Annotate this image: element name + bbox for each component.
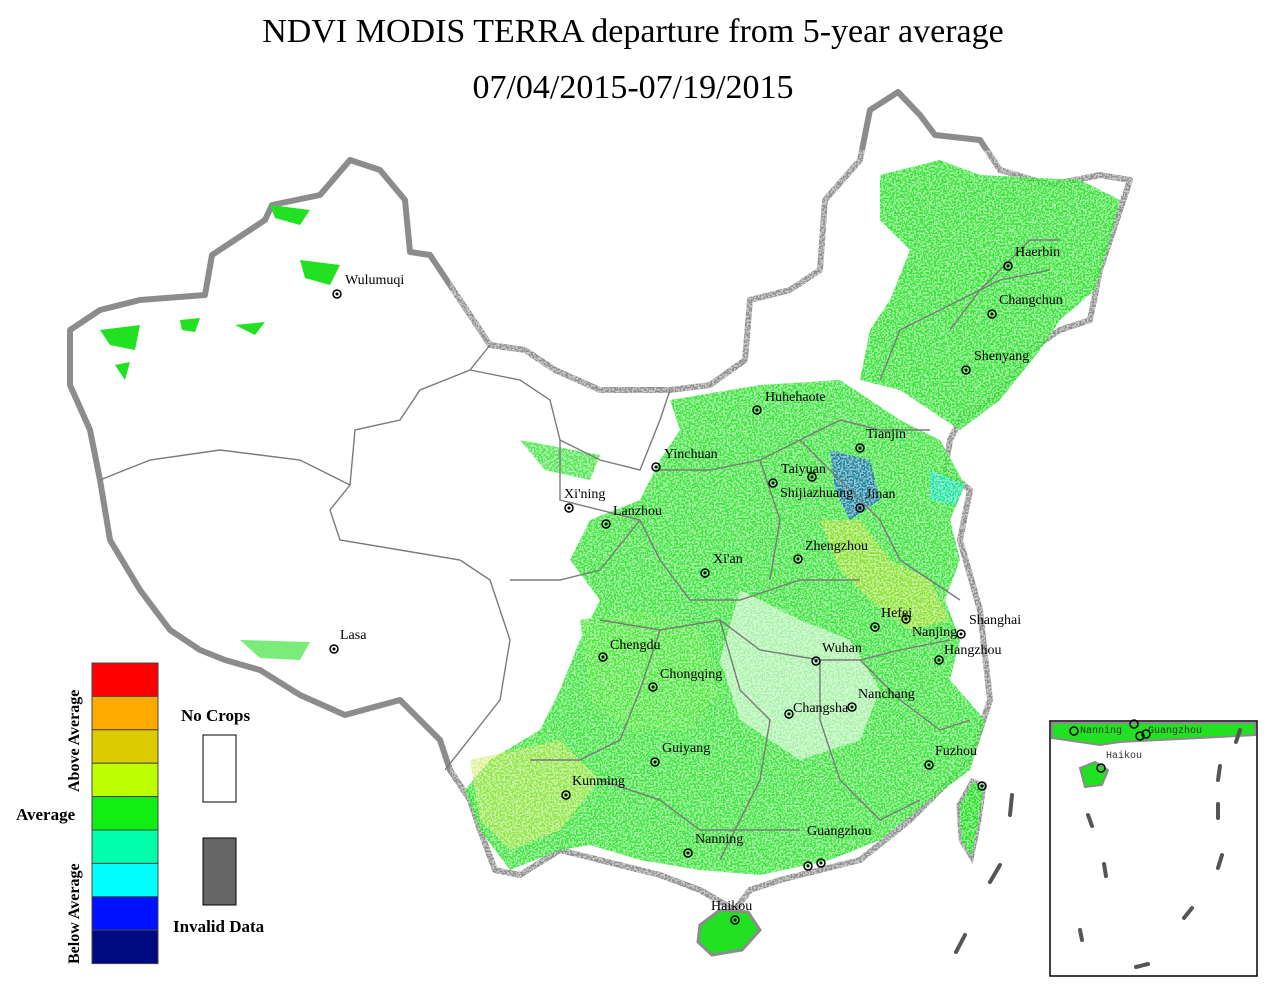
legend-invalid-label: Invalid Data: [173, 917, 265, 936]
map-date-range: 07/04/2015-07/19/2015: [472, 69, 794, 106]
city-guangzhou: Guangzhou: [803, 824, 872, 871]
city-label: Hangzhou: [944, 643, 1002, 658]
city-changsha: Changsha: [784, 701, 849, 719]
city-label: Huhehaote: [765, 390, 826, 405]
legend-swatch-4: [91, 796, 159, 831]
city-label: Nanning: [695, 832, 743, 847]
city-guiyang: Guiyang: [650, 741, 710, 767]
city-chengdu: Chengdu: [598, 638, 661, 662]
city-wulumuqi: Wulumuqi: [332, 273, 404, 299]
city-label: Taiyuan: [781, 462, 826, 477]
province-borders: [99, 239, 1060, 861]
city-label: Lanzhou: [613, 504, 662, 519]
city-huhehaote: Huhehaote: [752, 390, 826, 415]
city-nanjing: Nanjing: [901, 614, 957, 640]
hainan-island: [696, 908, 762, 957]
inset-label-guangzhou: Guangzhou: [1148, 725, 1202, 737]
city-label: Xi'ning: [564, 487, 605, 502]
city-haerbin: Haerbin: [1003, 245, 1060, 271]
city-shijiazhuang: Shijiazhuang: [780, 472, 853, 501]
legend-no-crops-label: No Crops: [181, 706, 250, 725]
legend-swatch-1: [91, 695, 159, 731]
city-label: Kunming: [572, 774, 625, 789]
city-nanchang: Nanchang: [847, 687, 915, 712]
city-wuhan: Wuhan: [811, 641, 862, 666]
city-shanghai: Shanghai: [956, 613, 1021, 639]
city-label: Jinan: [866, 487, 896, 502]
city-label: Zhengzhou: [805, 539, 868, 554]
city-changchun: Changchun: [987, 293, 1063, 319]
city-kunming: Kunming: [561, 774, 625, 800]
legend: Above Average Average Below Average No C…: [16, 662, 265, 965]
city-label: Wulumuqi: [345, 273, 404, 288]
inset-city-markers: [1069, 719, 1151, 773]
inset-label-haikou: Haikou: [1106, 750, 1142, 762]
city-label: Chongqing: [660, 667, 722, 682]
city-label: Shijiazhuang: [780, 486, 853, 501]
city-label: Haerbin: [1015, 245, 1060, 260]
legend-swatch-7: [91, 896, 159, 931]
legend-above-label: Above Average: [66, 690, 83, 792]
legend-swatch-0: [91, 662, 159, 697]
city-label: Xi'an: [713, 552, 743, 567]
inset-coastline: [1051, 722, 1256, 747]
map-title: NDVI MODIS TERRA departure from 5-year a…: [262, 13, 1004, 50]
city-label: Changsha: [793, 701, 849, 716]
city-lanzhou: Lanzhou: [601, 504, 662, 529]
city-label: Yinchuan: [664, 447, 718, 462]
city-label: Guiyang: [662, 741, 710, 756]
sea-boundary-dashes: [954, 793, 1014, 954]
legend-color-scale: [91, 662, 159, 965]
city-xian: Xi'an: [700, 552, 743, 578]
city-label: Shanghai: [969, 613, 1021, 628]
legend-swatch-3: [91, 762, 159, 798]
city-nanning: Nanning: [683, 832, 743, 858]
legend-swatch-8: [91, 929, 159, 965]
inset-frame: [1049, 720, 1258, 977]
inset-map: Nanning Guangzhou Haikou: [1049, 719, 1258, 977]
city-zhengzhou: Zhengzhou: [793, 539, 868, 564]
city-label: Haikou: [711, 899, 752, 914]
city-label: Chengdu: [610, 638, 661, 653]
city-label: Changchun: [999, 293, 1063, 308]
city-tianjin: Tianjin: [855, 427, 906, 453]
city-label: Fuzhou: [935, 744, 977, 759]
city-label: Shenyang: [974, 349, 1029, 364]
city-label: Wuhan: [822, 641, 862, 656]
city-jinan: Jinan: [855, 487, 896, 513]
legend-no-crops-swatch: [202, 734, 237, 803]
legend-below-label: Below Average: [66, 863, 83, 964]
city-label: Hefei: [881, 606, 912, 621]
city-haikou: Haikou: [711, 899, 752, 925]
legend-swatch-5: [91, 829, 159, 864]
city-label: Nanchang: [858, 687, 915, 702]
city-shenyang: Shenyang: [961, 349, 1029, 375]
city-hangzhou: Hangzhou: [934, 643, 1002, 665]
city-markers: Wulumuqi Haerbin Changchun Shenyang Huhe…: [329, 245, 1063, 925]
inset-hainan: [1078, 760, 1110, 789]
legend-invalid-swatch: [202, 837, 237, 906]
city-label: Guangzhou: [807, 824, 872, 839]
city-xining: Xi'ning: [564, 487, 605, 513]
speckle-texture: [450, 150, 1150, 910]
city-label: Tianjin: [866, 427, 906, 442]
city-lasa: Lasa: [329, 628, 367, 654]
city-label: Nanjing: [912, 625, 957, 640]
inset-nine-dash-line: [1078, 728, 1242, 969]
legend-average-label: Average: [16, 805, 76, 824]
city-chongqing: Chongqing: [648, 667, 722, 692]
city-label: Lasa: [340, 628, 367, 643]
city-fuzhou: Fuzhou: [924, 744, 977, 770]
city-hefei: Hefei: [870, 606, 912, 632]
inset-label-nanning: Nanning: [1080, 725, 1122, 737]
legend-swatch-6: [91, 862, 159, 898]
city-yinchuan: Yinchuan: [651, 447, 718, 472]
legend-swatch-2: [91, 729, 159, 764]
